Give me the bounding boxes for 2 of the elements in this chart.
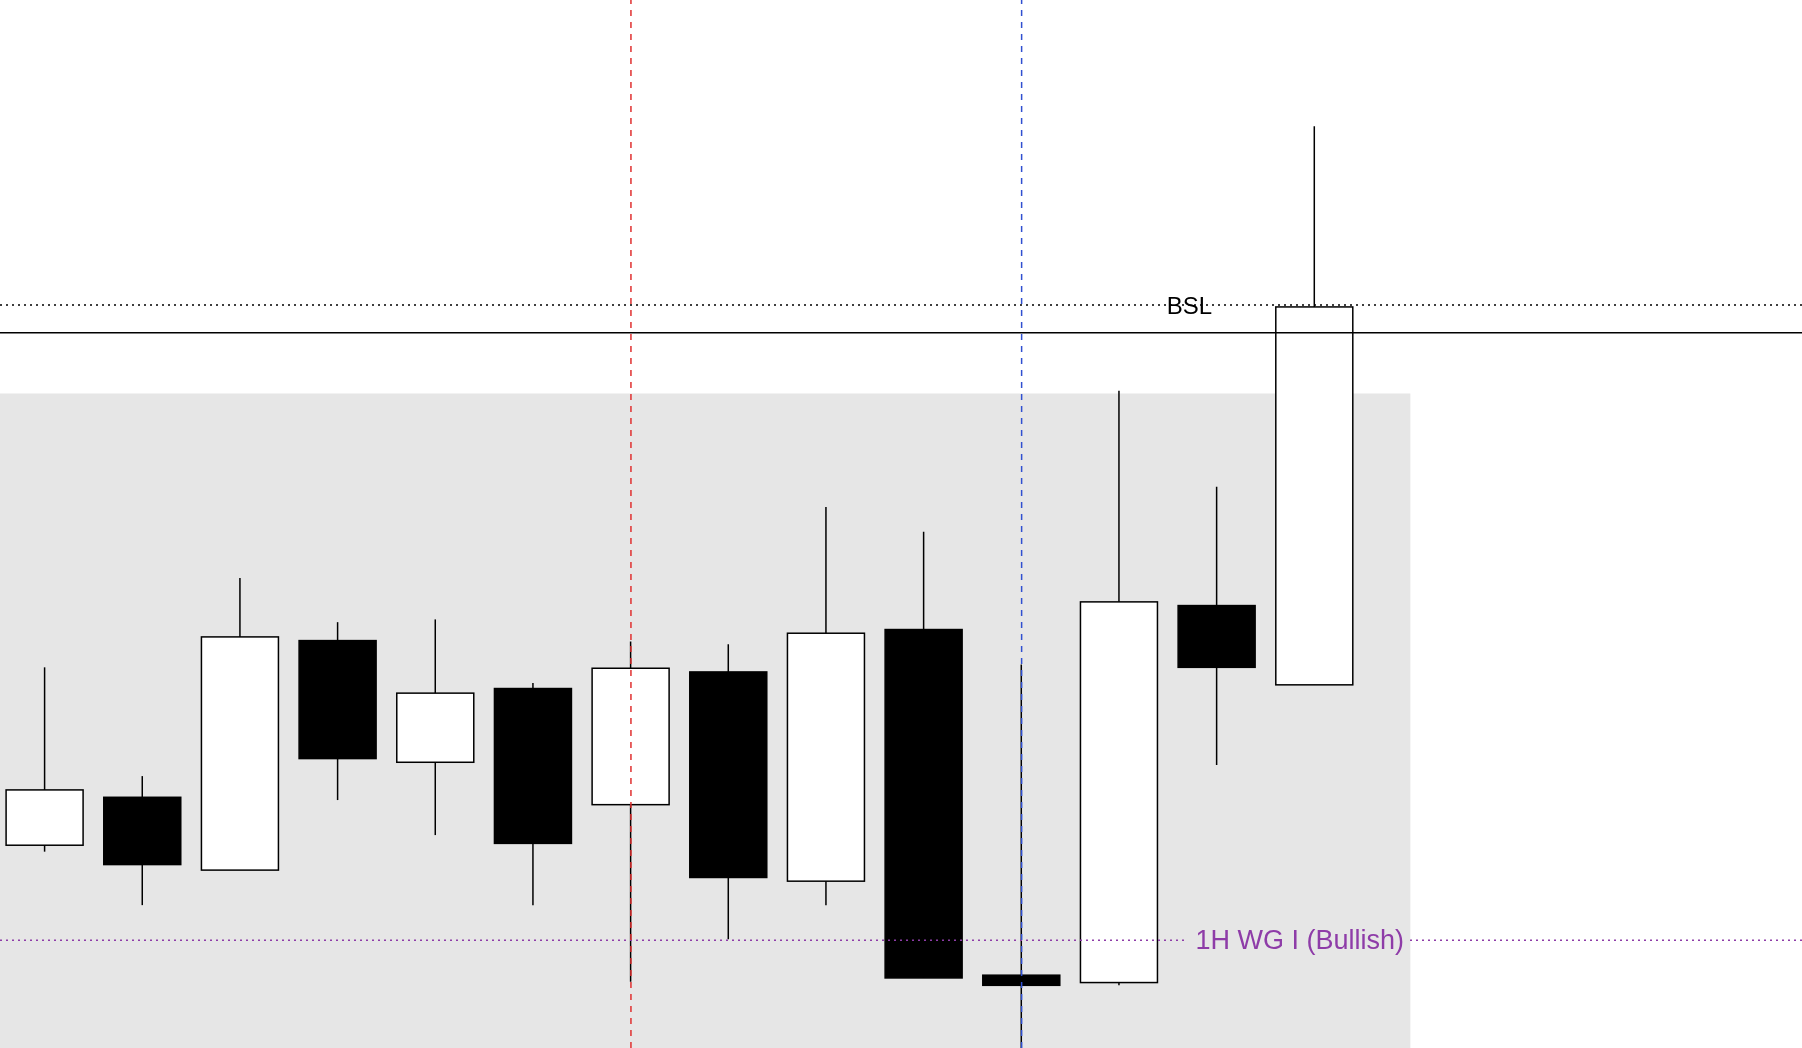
ref-line-label: BSL <box>1166 292 1213 320</box>
ref-line-label: 1H WG I (Bullish) <box>1195 925 1404 956</box>
